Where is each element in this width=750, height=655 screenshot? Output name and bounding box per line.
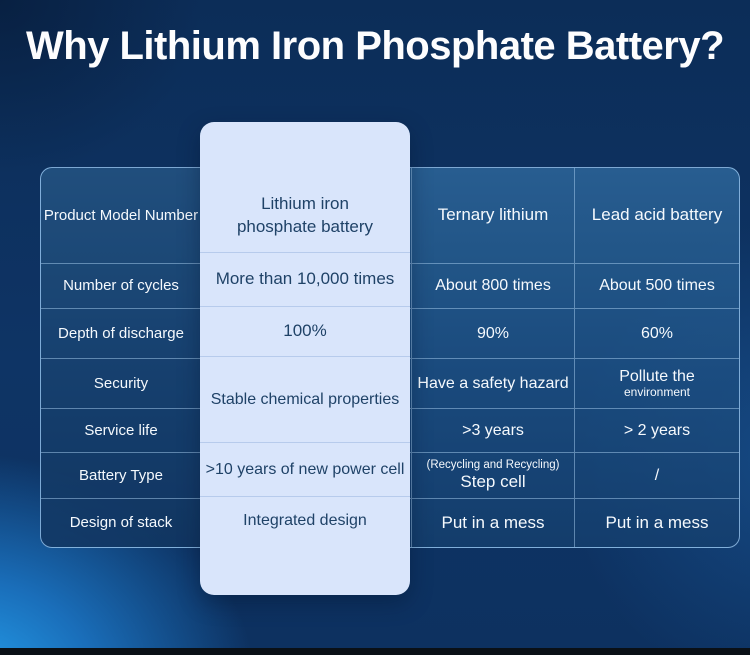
- ternary-cycles-cell: About 800 times: [411, 263, 574, 308]
- lfp-header-line1: Lithium iron: [261, 194, 349, 214]
- row-label-battery-type: Battery Type: [41, 452, 201, 498]
- ternary-discharge-cell: 90%: [411, 308, 574, 358]
- lfp-discharge-cell: 100%: [200, 307, 410, 357]
- lead-security-line1: Pollute the: [619, 368, 695, 386]
- lfp-header-line2: phosphate battery: [236, 217, 374, 237]
- lead-header: Lead acid battery: [574, 168, 739, 263]
- row-label-security: Security: [41, 358, 201, 408]
- row-label-number-of-cycles: Number of cycles: [41, 263, 201, 308]
- lfp-header: Lithium iron phosphate battery: [200, 122, 410, 253]
- lfp-cycles-cell: More than 10,000 times: [200, 253, 410, 307]
- lead-security-cell: Pollute the environment: [574, 358, 739, 408]
- lead-cycles-cell: About 500 times: [574, 263, 739, 308]
- ternary-service-life-cell: >3 years: [411, 408, 574, 452]
- row-label-design-of-stack: Design of stack: [41, 498, 201, 547]
- bottom-dark-strip: [0, 648, 750, 655]
- lead-design-cell: Put in a mess: [574, 498, 739, 547]
- ternary-battery-type-value: Step cell: [460, 471, 526, 491]
- ternary-security-cell: Have a safety hazard: [411, 358, 574, 408]
- page-title: Why Lithium Iron Phosphate Battery?: [25, 24, 725, 68]
- lfp-service-life-cell: >10 years of new power cell: [200, 443, 410, 497]
- lead-security-line2: environment: [623, 385, 691, 400]
- lead-battery-type-cell: /: [574, 452, 739, 498]
- row-label-product-model-number: Product Model Number: [41, 168, 201, 263]
- row-label-service-life: Service life: [41, 408, 201, 452]
- ternary-design-cell: Put in a mess: [411, 498, 574, 547]
- lfp-security-cell: Stable chemical properties: [200, 357, 410, 443]
- ternary-header: Ternary lithium: [411, 168, 574, 263]
- row-label-depth-of-discharge: Depth of discharge: [41, 308, 201, 358]
- ternary-battery-type-cell: (Recycling and Recycling) Step cell: [411, 452, 574, 498]
- lead-service-life-cell: > 2 years: [574, 408, 739, 452]
- ternary-battery-type-note: (Recycling and Recycling): [426, 458, 560, 471]
- lead-discharge-cell: 60%: [574, 308, 739, 358]
- lfp-highlight-card: Lithium iron phosphate battery More than…: [200, 122, 410, 595]
- lfp-design-cell: Integrated design: [243, 512, 367, 529]
